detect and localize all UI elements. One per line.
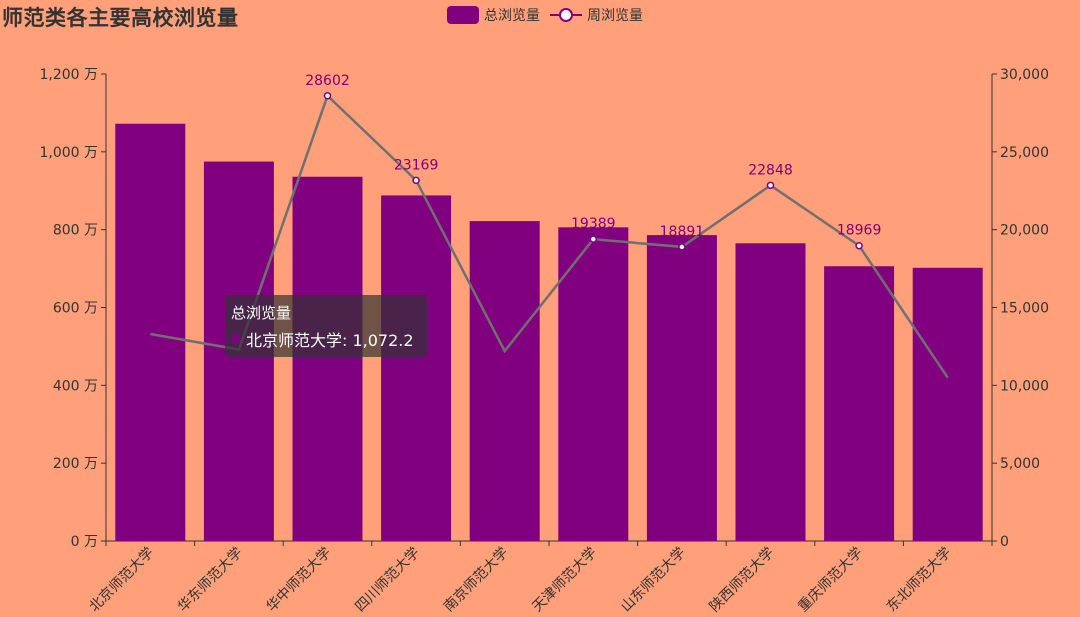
tooltip-label: 北京师范大学: 1,072.2 — [246, 331, 414, 350]
y-left-tick-label: 400 万 — [53, 378, 98, 394]
chart-title: 师范类各主要高校浏览量 — [2, 6, 239, 30]
y-right-tick-label: 15,000 — [1000, 301, 1049, 317]
x-category-label: 北京师范大学 — [86, 544, 157, 615]
bar — [824, 266, 895, 541]
x-category-label: 陕西师范大学 — [706, 544, 777, 615]
legend-label-total: 总浏览量 — [484, 8, 540, 24]
tooltip-marker — [231, 334, 241, 344]
tooltip-title: 总浏览量 — [231, 304, 292, 322]
legend-bar-swatch — [447, 6, 479, 24]
weekly-data-label: 18969 — [837, 223, 882, 239]
y-right-tick-label: 5,000 — [1000, 456, 1040, 472]
bar — [646, 235, 717, 542]
x-category-label: 四川师范大学 — [352, 544, 423, 615]
x-category-label: 东北师范大学 — [883, 544, 954, 615]
y-left-tick-label: 200 万 — [53, 456, 98, 472]
x-category-label: 华东师范大学 — [174, 544, 245, 615]
weekly-data-label: 23169 — [394, 157, 439, 173]
y-left-tick-label: 600 万 — [53, 301, 98, 317]
y-right-tick-label: 10,000 — [1000, 378, 1049, 394]
y-left-tick-label: 1,000 万 — [39, 145, 98, 161]
y-right-tick-label: 20,000 — [1000, 223, 1049, 239]
weekly-point — [323, 92, 332, 100]
bar — [558, 227, 629, 541]
weekly-data-label: 22848 — [748, 162, 793, 178]
weekly-point — [766, 181, 775, 190]
weekly-data-label: 18891 — [660, 224, 705, 240]
x-category-label: 天津师范大学 — [529, 544, 600, 615]
x-category-label: 山东师范大学 — [617, 544, 688, 615]
weekly-point — [678, 243, 686, 251]
bar — [912, 267, 983, 541]
y-right-tick-label: 0 — [1000, 534, 1009, 550]
weekly-data-label: 28602 — [305, 73, 350, 89]
weekly-point — [589, 235, 598, 243]
y-left-tick-label: 0 万 — [71, 534, 98, 550]
weekly-point — [855, 241, 863, 250]
weekly-line — [150, 93, 949, 379]
y-left-tick-label: 1,200 万 — [39, 67, 98, 83]
x-category-label: 华中师范大学 — [263, 544, 334, 615]
bar — [469, 221, 540, 542]
legend: 总浏览量 周浏览量 — [447, 5, 653, 25]
y-right-tick-label: 30,000 — [1000, 67, 1049, 83]
y-right-tick-label: 25,000 — [1000, 145, 1049, 161]
bar — [735, 243, 806, 541]
legend-line-swatch — [550, 8, 582, 22]
bar — [292, 176, 363, 542]
legend-item-weekly[interactable]: 周浏览量 — [550, 5, 643, 25]
tooltip: 总浏览量 北京师范大学: 1,072.2 — [225, 295, 427, 357]
x-category-label: 南京师范大学 — [440, 544, 511, 615]
legend-item-total[interactable]: 总浏览量 — [447, 5, 540, 25]
y-left-tick-label: 800 万 — [53, 223, 98, 239]
weekly-data-label: 19389 — [571, 216, 616, 232]
bar — [381, 195, 452, 542]
x-category-label: 重庆师范大学 — [795, 544, 866, 615]
legend-label-weekly: 周浏览量 — [587, 8, 643, 24]
bar — [115, 123, 186, 541]
weekly-point — [412, 176, 420, 185]
